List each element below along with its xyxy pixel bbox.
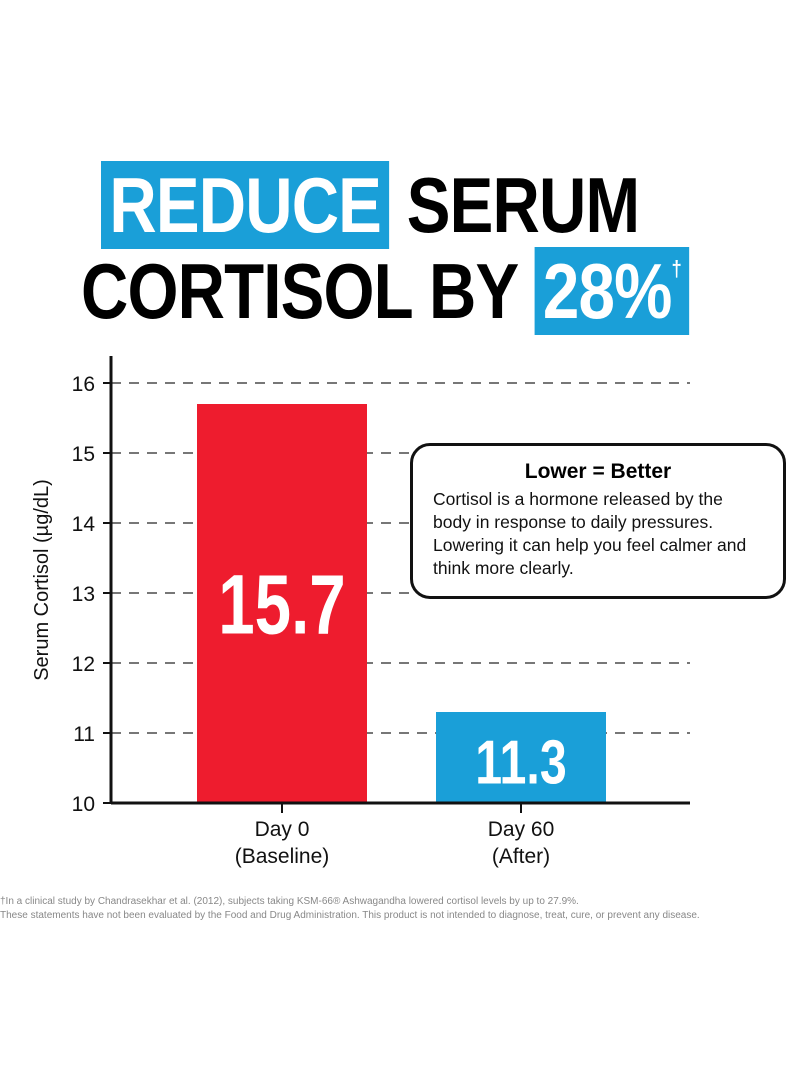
bar: [436, 712, 606, 803]
callout-body: Cortisol is a hormone released by the bo…: [433, 489, 747, 578]
footnote-study: †In a clinical study by Chandrasekhar et…: [0, 896, 579, 907]
headline-line-1: REDUCE SERUM: [101, 161, 640, 249]
dagger: †: [671, 256, 682, 281]
callout-title: Lower = Better: [524, 460, 672, 483]
y-tick-label: 15: [72, 443, 95, 466]
y-tick-label: 14: [72, 513, 96, 536]
x-tick-label: Day 60: [488, 818, 555, 841]
headline-line-2: CORTISOL BY 28%†: [81, 247, 690, 335]
y-tick-label: 10: [72, 793, 95, 816]
bar-value-label: 15.7: [218, 558, 346, 652]
y-tick-label: 13: [72, 583, 95, 606]
y-tick-label: 16: [72, 373, 95, 396]
percent-value: 28%: [542, 247, 672, 335]
x-tick-label: (After): [492, 845, 550, 868]
y-axis-label: Serum Cortisol (µg/dL): [31, 479, 53, 681]
headline-percent: 28%†: [534, 247, 690, 335]
y-tick-label: 11: [73, 723, 95, 746]
y-tick-label: 12: [72, 653, 95, 676]
x-tick-label: Day 0: [255, 818, 310, 841]
footnote-fda: These statements have not been evaluated…: [0, 910, 700, 921]
callout-box: Lower = Better Cortisol is a hormone rel…: [410, 443, 786, 599]
x-tick-label: (Baseline): [235, 845, 330, 868]
bar: [197, 404, 367, 803]
headline-text: SERUM: [406, 161, 640, 249]
bar-value-label: 11.3: [475, 728, 566, 797]
headline-highlight: REDUCE: [101, 161, 390, 249]
headline-text: CORTISOL BY: [81, 247, 518, 335]
